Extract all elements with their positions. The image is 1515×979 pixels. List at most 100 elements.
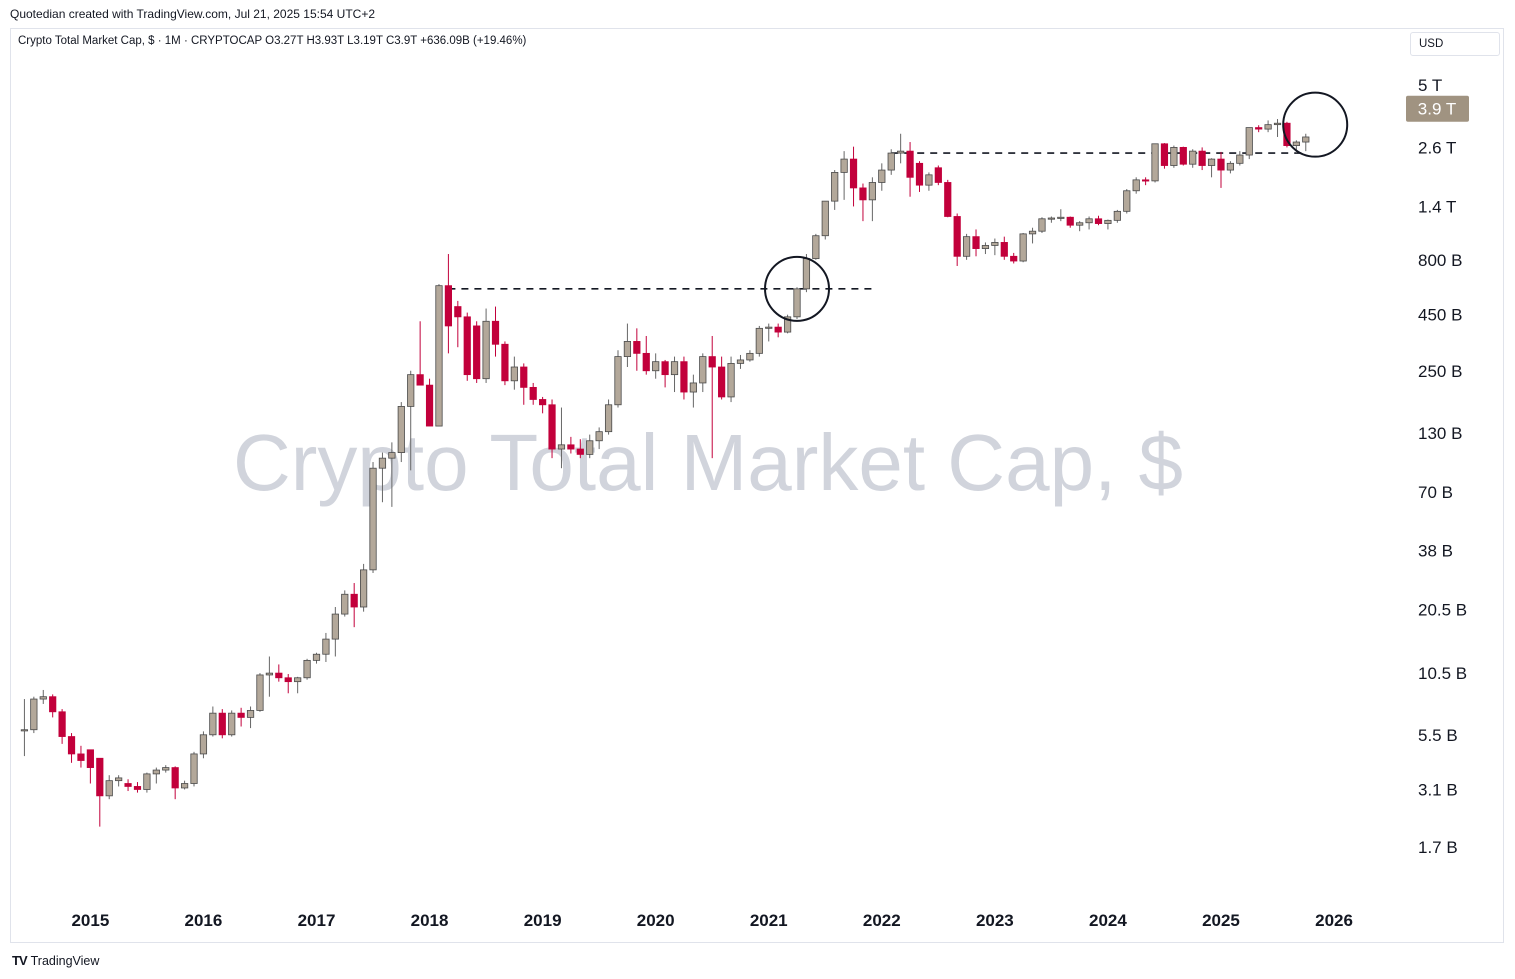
candle-down	[350, 593, 358, 608]
candle-down	[529, 386, 537, 400]
candle-up	[1151, 143, 1159, 182]
candle-up	[246, 710, 255, 718]
candle-up	[557, 444, 566, 450]
candle-up	[1076, 222, 1084, 226]
y-tick-label: 1.7 B	[1418, 838, 1458, 857]
y-tick-label: 2.6 T	[1418, 138, 1456, 157]
candle-up	[1085, 218, 1093, 224]
candle-up	[878, 169, 886, 183]
candle-up	[1226, 162, 1235, 171]
candle-down	[1010, 255, 1018, 262]
candle-up	[727, 363, 735, 398]
candle-up	[699, 356, 707, 384]
y-tick-label: 38 B	[1418, 541, 1453, 560]
candles	[20, 119, 1310, 827]
candle-up	[746, 352, 754, 361]
y-tick-label: 5 T	[1418, 76, 1442, 95]
x-tick-label: 2023	[976, 911, 1014, 930]
candle-down	[1000, 242, 1008, 257]
candle-up	[360, 569, 368, 608]
price-axis[interactable]: 1.7 B 3.1 B 5.5 B 10.5 B 20.5 B 38 B 70 B 130 B…	[1418, 76, 1467, 857]
y-tick-label: 450 B	[1418, 306, 1462, 325]
candle-down	[416, 374, 424, 386]
candle-up	[435, 285, 443, 427]
candle-up	[586, 440, 594, 455]
candle-up	[981, 245, 990, 249]
candle-down	[1094, 218, 1103, 224]
candle-up	[407, 374, 415, 407]
candle-up	[143, 773, 151, 790]
candle-up	[1236, 154, 1244, 164]
candle-down	[96, 757, 104, 797]
y-tick-label: 250 B	[1418, 362, 1462, 381]
candle-down	[944, 182, 952, 217]
candle-up	[1302, 136, 1310, 143]
candle-down	[661, 361, 669, 376]
candle-up	[209, 712, 217, 736]
candle-up	[265, 672, 273, 676]
candle-up	[152, 769, 160, 775]
candle-up	[510, 366, 518, 382]
candle-down	[501, 343, 509, 382]
tradingview-brand: TradingView	[30, 953, 100, 968]
candle-down	[171, 767, 179, 789]
tradingview-logo-icon: TV	[12, 953, 28, 968]
horizontal-levels	[448, 152, 1306, 290]
candle-down	[218, 712, 226, 736]
annotation-circle	[764, 255, 831, 322]
candle-up	[614, 356, 622, 406]
candle-down	[77, 753, 85, 761]
candle-up	[812, 235, 820, 260]
candle-up	[341, 593, 349, 615]
candle-up	[190, 753, 198, 784]
candle-up	[840, 158, 848, 173]
candle-down	[58, 711, 66, 737]
candle-up	[180, 783, 189, 789]
candle-up	[1189, 150, 1197, 165]
candle-up	[595, 431, 603, 442]
symbol-legend: Crypto Total Market Cap, $ · 1M · CRYPTO…	[18, 35, 527, 47]
candle-down	[680, 361, 688, 393]
candle-down	[425, 384, 434, 427]
candle-up	[30, 698, 38, 731]
candle-down	[275, 672, 283, 679]
currency-selector[interactable]: USD	[1410, 32, 1500, 56]
x-tick-label: 2016	[185, 911, 223, 930]
candle-down	[718, 366, 726, 398]
x-tick-label: 2018	[411, 911, 449, 930]
time-axis[interactable]: 2015 2016 2017 2018 2019 2020 2021 2022 2023 2024…	[71, 911, 1353, 930]
candle-down	[444, 285, 453, 327]
candle-down	[972, 236, 980, 249]
candle-up	[652, 361, 660, 372]
candle-up	[1113, 210, 1121, 221]
candle-up	[1245, 127, 1253, 156]
candle-up	[312, 653, 321, 661]
candle-up	[793, 288, 801, 318]
candle-up	[397, 406, 405, 453]
annotation-circle	[1282, 91, 1349, 158]
candle-up	[1057, 216, 1065, 219]
candle-up	[962, 236, 971, 257]
candle-up	[162, 767, 170, 771]
y-tick-label: 3.1 B	[1418, 780, 1458, 799]
y-tick-label: 20.5 B	[1418, 600, 1467, 619]
y-tick-label: 130 B	[1418, 424, 1462, 443]
candle-up	[604, 404, 613, 433]
candle-down	[1255, 127, 1263, 130]
x-tick-label: 2020	[637, 911, 675, 930]
candle-up	[765, 326, 773, 329]
y-tick-label: 800 B	[1418, 251, 1462, 270]
last-price-label: 3.9 T	[1418, 100, 1456, 119]
candle-up	[887, 152, 895, 171]
annotations	[764, 91, 1349, 322]
candle-down	[708, 356, 716, 368]
candle-down	[1198, 150, 1206, 166]
candle-up	[991, 242, 999, 246]
candle-down	[491, 320, 500, 345]
candle-up	[1170, 146, 1178, 166]
candle-down	[67, 736, 76, 755]
candle-down	[774, 326, 782, 333]
x-tick-label: 2022	[863, 911, 901, 930]
candle-up	[378, 457, 387, 469]
